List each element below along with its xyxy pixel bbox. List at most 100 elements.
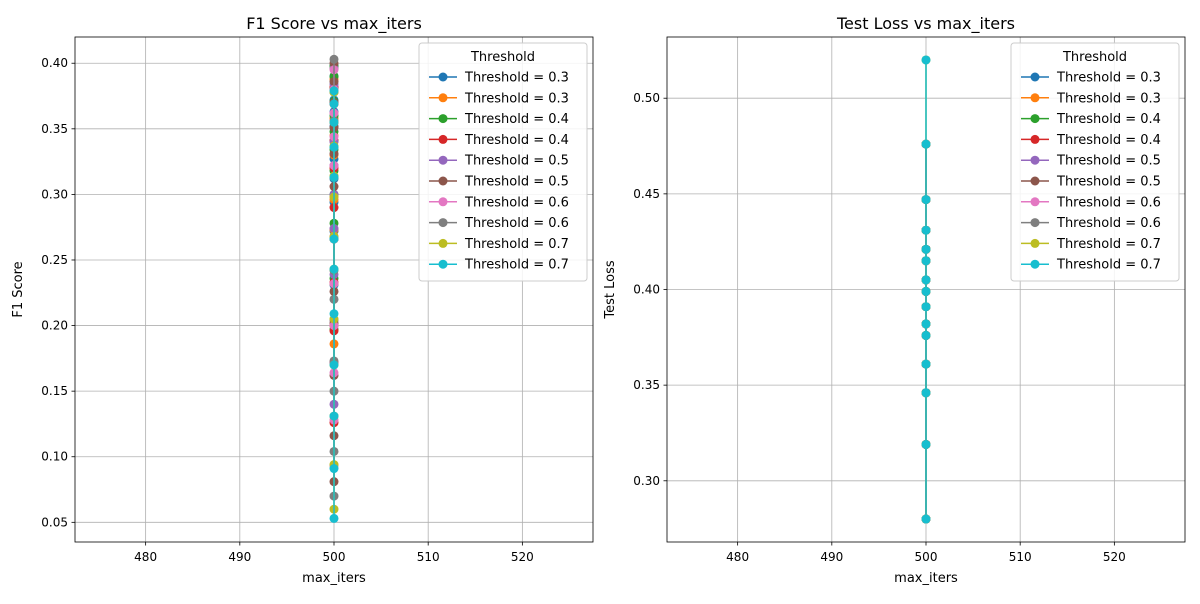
- legend-entry-label: Threshold = 0.5: [464, 175, 569, 190]
- legend-entry-label: Threshold = 0.5: [464, 154, 569, 169]
- y-tick-label: 0.05: [41, 515, 68, 529]
- y-tick-label: 0.40: [633, 283, 660, 297]
- y-tick-label: 0.45: [633, 187, 660, 201]
- y-tick-label: 0.10: [41, 450, 68, 464]
- data-point: [921, 319, 931, 329]
- data-point: [921, 244, 931, 254]
- data-point: [329, 411, 339, 421]
- y-axis-label: Test Loss: [603, 260, 618, 319]
- legend-entry-label: Threshold = 0.6: [1056, 216, 1161, 231]
- y-tick-label: 0.50: [633, 91, 660, 105]
- y-tick-label: 0.25: [41, 253, 68, 267]
- x-tick-label: 480: [134, 550, 157, 564]
- data-point: [921, 139, 931, 149]
- data-point: [329, 464, 339, 474]
- data-point: [921, 439, 931, 449]
- data-point: [921, 330, 931, 340]
- legend-title: Threshold: [1062, 50, 1127, 65]
- x-axis-label: max_iters: [894, 571, 958, 586]
- legend-swatch-marker: [438, 72, 448, 82]
- legend-swatch-marker: [1030, 114, 1040, 124]
- y-axis-label: F1 Score: [11, 261, 26, 317]
- legend-swatch-marker: [1030, 238, 1040, 248]
- legend-swatch-marker: [438, 218, 448, 228]
- y-tick-label: 0.30: [41, 187, 68, 201]
- data-point: [329, 99, 339, 109]
- x-tick-label: 510: [417, 550, 440, 564]
- data-point: [329, 309, 339, 319]
- data-point: [329, 54, 339, 64]
- legend-entry-label: Threshold = 0.4: [464, 133, 569, 148]
- legend-swatch-marker: [438, 259, 448, 269]
- legend-entry-label: Threshold = 0.4: [464, 112, 569, 127]
- data-point: [921, 388, 931, 398]
- x-tick-label: 490: [820, 550, 843, 564]
- legend-entry-label: Threshold = 0.7: [1056, 258, 1161, 273]
- y-tick-label: 0.40: [41, 56, 68, 70]
- legend-entry-label: Threshold = 0.7: [464, 237, 569, 252]
- data-point: [921, 359, 931, 369]
- legend-swatch-marker: [1030, 176, 1040, 186]
- data-point: [329, 86, 339, 96]
- data-point: [921, 514, 931, 524]
- legend-swatch-marker: [438, 176, 448, 186]
- data-point: [329, 234, 339, 244]
- y-tick-label: 0.35: [41, 122, 68, 136]
- data-point: [329, 172, 339, 182]
- x-axis-label: max_iters: [302, 571, 366, 586]
- y-tick-label: 0.15: [41, 384, 68, 398]
- y-tick-label: 0.30: [633, 474, 660, 488]
- data-point: [921, 275, 931, 285]
- x-tick-label: 520: [1103, 550, 1126, 564]
- legend-entry-label: Threshold = 0.7: [464, 258, 569, 273]
- legend-swatch-marker: [1030, 259, 1040, 269]
- chart-title: F1 Score vs max_iters: [246, 14, 422, 34]
- x-tick-label: 510: [1009, 550, 1032, 564]
- x-tick-label: 480: [726, 550, 749, 564]
- legend-swatch-marker: [1030, 93, 1040, 103]
- legend-entry-label: Threshold = 0.3: [1056, 91, 1161, 106]
- data-point: [329, 117, 339, 127]
- legend-entry-label: Threshold = 0.3: [464, 71, 569, 86]
- legend-swatch-marker: [438, 93, 448, 103]
- chart-panel-2: 480 490 500 510 520 0.30 0.35 0.40 0.45 0.50 Test …: [603, 14, 1186, 586]
- y-tick-label: 0.35: [633, 378, 660, 392]
- chart-title: Test Loss vs max_iters: [836, 14, 1015, 34]
- data-point: [329, 513, 339, 523]
- legend-entry-label: Threshold = 0.6: [1056, 195, 1161, 210]
- legend-entry-label: Threshold = 0.5: [1056, 154, 1161, 169]
- legend: Threshold Threshold = 0.3 Threshold = 0.3 T…: [1010, 42, 1180, 282]
- data-point: [921, 55, 931, 65]
- legend-entry-label: Threshold = 0.7: [1056, 237, 1161, 252]
- legend-entry-label: Threshold = 0.5: [1056, 175, 1161, 190]
- legend-swatch-marker: [438, 155, 448, 165]
- data-point: [921, 256, 931, 266]
- legend-swatch-marker: [438, 238, 448, 248]
- data-point: [921, 195, 931, 205]
- data-point: [329, 264, 339, 274]
- data-point: [329, 360, 339, 370]
- y-tick-label: 0.20: [41, 319, 68, 333]
- x-tick-label: 500: [915, 550, 938, 564]
- data-point: [921, 286, 931, 296]
- legend-swatch-marker: [1030, 197, 1040, 207]
- data-point: [921, 225, 931, 235]
- legend-swatch-marker: [438, 134, 448, 144]
- x-tick-label: 490: [228, 550, 251, 564]
- legend-box: [1010, 42, 1180, 282]
- legend-entry-label: Threshold = 0.4: [1056, 133, 1161, 148]
- legend-box: [418, 42, 588, 282]
- legend-swatch-marker: [1030, 155, 1040, 165]
- legend-entry-label: Threshold = 0.3: [464, 91, 569, 106]
- legend-swatch-marker: [1030, 134, 1040, 144]
- legend-swatch-marker: [1030, 72, 1040, 82]
- x-tick-label: 500: [323, 550, 346, 564]
- legend-entry-label: Threshold = 0.6: [464, 195, 569, 210]
- legend-entry-label: Threshold = 0.4: [1056, 112, 1161, 127]
- legend: Threshold Threshold = 0.3 Threshold = 0.3 T…: [418, 42, 588, 282]
- data-point: [329, 142, 339, 152]
- legend-entry-label: Threshold = 0.6: [464, 216, 569, 231]
- legend-swatch-marker: [438, 114, 448, 124]
- legend-title: Threshold: [470, 50, 535, 65]
